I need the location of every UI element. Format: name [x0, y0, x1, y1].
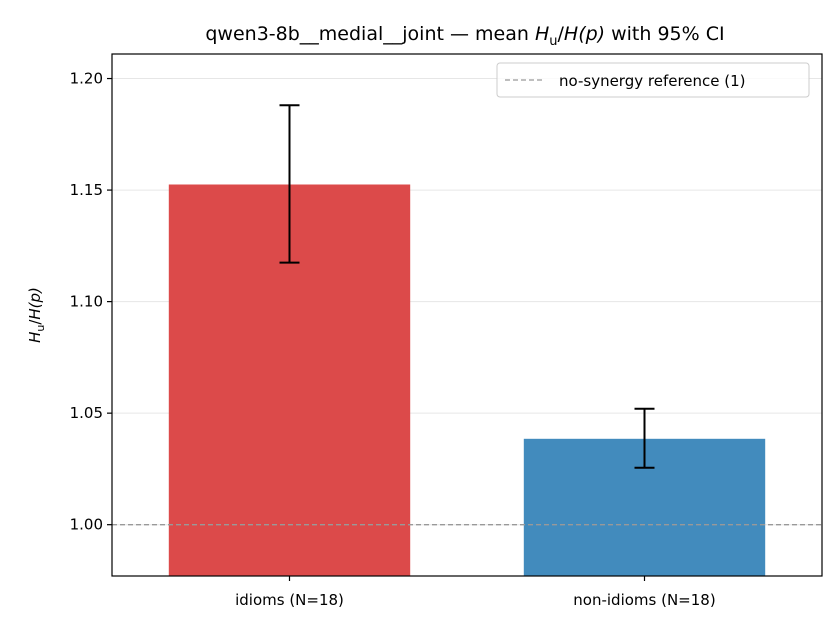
- chart-title: qwen3-8b__medial__joint — mean Hu/H(p) w…: [205, 23, 724, 49]
- legend-box: [496, 62, 810, 98]
- error-bars: [279, 104, 655, 469]
- y-label-slash: /: [26, 319, 44, 325]
- axes: [111, 53, 823, 577]
- plot-frame: [111, 53, 823, 577]
- ticks: 1.00 1.05 1.10 1.15 1.20 idioms (N=18) non-idi…: [70, 70, 716, 609]
- chart-title-prefix: qwen3-8b__medial__joint — mean: [205, 23, 535, 45]
- y-tick-label: 1.20: [70, 70, 103, 88]
- chart-title-hp: H: [564, 23, 578, 45]
- legend: no-synergy reference (1): [496, 62, 810, 98]
- y-tick-label: 1.15: [70, 181, 103, 199]
- x-tick-label: idioms (N=18): [235, 591, 344, 609]
- chart-title-h: H: [535, 23, 549, 45]
- x-tick-label: non-idioms (N=18): [573, 591, 715, 609]
- legend-label: no-synergy reference (1): [559, 72, 746, 90]
- y-label-hp: H: [26, 308, 44, 319]
- chart-title-slash: /: [557, 23, 564, 45]
- chart-title-h-sub: u: [549, 34, 557, 49]
- y-label-h: H: [26, 332, 44, 343]
- chart-title-suffix: with 95% CI: [605, 23, 725, 45]
- y-tick-label: 1.10: [70, 293, 103, 311]
- y-label-p: (p): [26, 287, 44, 308]
- chart-title-p: (p): [578, 23, 605, 45]
- y-label-h-sub: u: [34, 325, 47, 332]
- y-axis-label: Hu/H(p): [26, 287, 47, 343]
- bars: [168, 184, 766, 576]
- y-tick-label: 1.05: [70, 404, 103, 422]
- y-tick-label: 1.00: [70, 516, 103, 534]
